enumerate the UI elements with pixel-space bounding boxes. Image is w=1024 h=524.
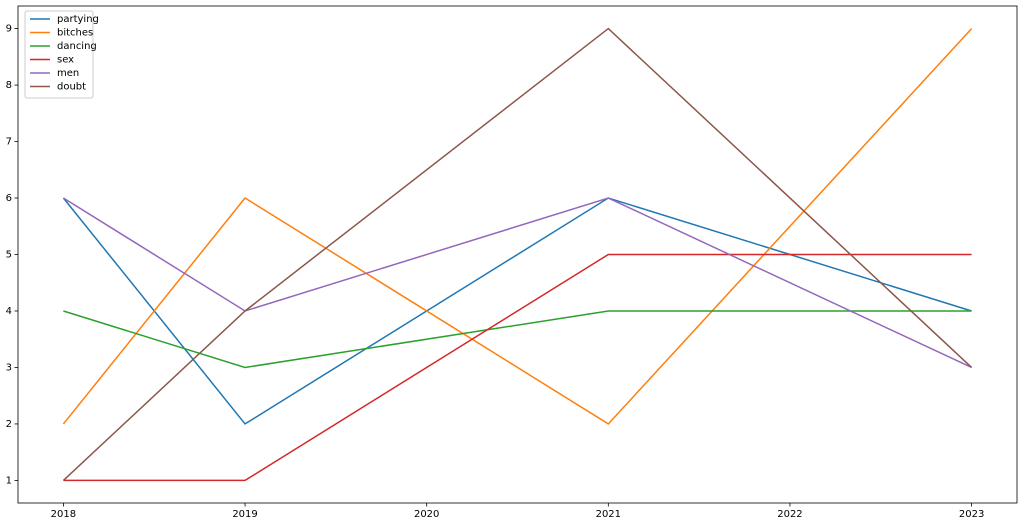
series-line — [63, 197, 972, 369]
y-tick-label: 2 — [6, 419, 12, 430]
legend-label: dancing — [57, 41, 97, 52]
y-tick-label: 6 — [6, 193, 12, 204]
legend-label: sex — [57, 55, 74, 66]
x-tick-label: 2018 — [51, 509, 76, 520]
y-tick-label: 3 — [6, 362, 12, 373]
series-line — [62, 27, 973, 481]
series-line — [62, 28, 973, 425]
y-tick-label: 8 — [6, 80, 12, 91]
legend-label: doubt — [57, 82, 86, 93]
y-tick-label: 4 — [6, 306, 12, 317]
y-tick-label: 5 — [6, 250, 12, 261]
series-line — [63, 253, 972, 482]
x-tick-label: 2022 — [777, 509, 802, 520]
legend-label: men — [57, 68, 79, 79]
y-tick-label: 7 — [6, 137, 12, 148]
x-tick-label: 2019 — [232, 509, 257, 520]
y-tick-label: 1 — [6, 475, 12, 486]
legend-label: partying — [57, 14, 99, 25]
series-line — [63, 310, 972, 369]
x-tick-label: 2023 — [959, 509, 984, 520]
legend-label: bitches — [57, 28, 93, 39]
y-tick-label: 9 — [6, 24, 12, 35]
x-tick-label: 2020 — [414, 509, 439, 520]
x-tick-label: 2021 — [596, 509, 621, 520]
